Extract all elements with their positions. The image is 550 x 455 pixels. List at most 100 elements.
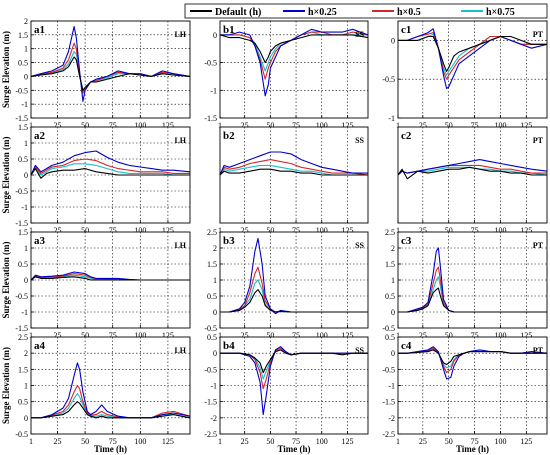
x-tick-label: 100	[316, 437, 328, 446]
y-tick-label: 1	[391, 276, 395, 285]
x-tick-label: 100	[134, 437, 146, 446]
y-tick-label: 1	[24, 45, 28, 54]
x-tick-label: 125	[341, 226, 353, 235]
y-axis-title: Surge Elevation (m)	[1, 31, 11, 108]
x-tick-label: 100	[316, 331, 328, 340]
y-tick-label: -2.5	[382, 430, 395, 439]
y-tick-label: -2	[210, 414, 217, 423]
legend: Default (h) h×0.25 h×0.5 h×0.75	[184, 3, 548, 19]
x-tick-label: 1	[218, 331, 222, 340]
series-line-2	[219, 159, 369, 176]
x-tick-label: 100	[134, 331, 146, 340]
station-label: PT	[533, 136, 544, 145]
panel-frame	[397, 126, 548, 224]
panel-bg	[398, 127, 547, 223]
y-tick-label: 2	[213, 244, 217, 253]
panel-label: a4	[34, 340, 46, 352]
y-tick-label: -2	[388, 414, 395, 423]
x-tick-label: 1	[396, 437, 400, 446]
station-label: SS	[355, 241, 364, 250]
y-tick-label: 0	[391, 36, 395, 45]
x-tick-label: 1	[29, 437, 33, 446]
y-tick-label: -0.5	[15, 86, 28, 95]
series-line-0	[30, 168, 190, 179]
x-tick-label: 1	[29, 331, 33, 340]
x-tick-label: 50	[81, 331, 89, 340]
series-line-0	[220, 289, 368, 313]
x-tick-label: 125	[520, 226, 532, 235]
station-label: LH	[174, 30, 186, 39]
panel-frame	[30, 20, 191, 119]
x-tick-label: 50	[445, 331, 453, 340]
x-tick-label: 25	[241, 331, 249, 340]
y-tick-label: -1	[21, 100, 28, 109]
x-tick-label: 125	[520, 121, 532, 130]
station-label: PT	[533, 241, 544, 250]
legend-box	[184, 3, 548, 19]
station-label: LH	[174, 346, 186, 355]
y-tick-label: -1.5	[15, 219, 28, 228]
x-tick-label: 25	[419, 121, 427, 130]
series-line-0	[30, 56, 191, 91]
x-tick-label: 50	[445, 226, 453, 235]
x-tick-label: 50	[81, 226, 89, 235]
y-axis-title: Surge Elevation (m)	[1, 137, 11, 214]
x-tick-label: 50	[266, 226, 274, 235]
x-tick-label: 75	[292, 226, 300, 235]
x-tick-label: 75	[109, 331, 117, 340]
x-tick-label: 75	[109, 226, 117, 235]
y-tick-label: -1	[210, 382, 217, 391]
panel-frame	[219, 126, 369, 224]
x-axis-title: Time (h)	[94, 444, 127, 454]
series-line-1	[397, 159, 548, 176]
series-line-0	[220, 349, 368, 374]
series-line-2	[30, 158, 190, 176]
panel-frame	[30, 126, 191, 224]
panel-frame	[219, 231, 369, 329]
x-tick-label: 25	[241, 121, 249, 130]
y-tick-label: -1	[210, 86, 217, 95]
y-tick-label: 0	[24, 171, 28, 180]
y-tick-label: -0.5	[382, 324, 395, 333]
y-tick-label: -0.5	[204, 324, 217, 333]
x-tick-label: 75	[109, 437, 117, 446]
y-tick-label: 1.5	[18, 123, 28, 132]
y-tick-label: -1	[21, 308, 28, 317]
y-tick-label: -1.5	[204, 398, 217, 407]
series-line-1	[398, 28, 548, 90]
y-tick-label: -0.5	[382, 365, 395, 374]
station-label: SS	[355, 136, 364, 145]
station-label: SS	[355, 346, 364, 355]
x-axis-title: Time (h)	[277, 444, 310, 454]
y-tick-label: 0.5	[18, 260, 28, 269]
y-tick-label: 2.5	[18, 333, 28, 342]
x-tick-label: 75	[109, 121, 117, 130]
y-tick-label: 0	[24, 414, 28, 423]
x-tick-label: 1	[218, 437, 222, 446]
x-tick-label: 125	[162, 331, 174, 340]
x-tick-label: 25	[419, 437, 427, 446]
x-tick-label: 75	[292, 121, 300, 130]
y-tick-label: 0	[213, 349, 217, 358]
panel-b1: 1 25 50 75 100 125-1.5-1-0.50 b1 SS	[204, 20, 369, 130]
x-tick-label: 100	[316, 121, 328, 130]
y-tick-label: 1.5	[385, 260, 395, 269]
y-tick-label: -1	[388, 114, 395, 123]
x-tick-label: 100	[494, 121, 506, 130]
legend-label-1: h×0.25	[308, 7, 337, 18]
y-tick-label: 2.5	[385, 228, 395, 237]
panel-label: a2	[34, 130, 46, 142]
y-axis-title: Surge Elevation (m)	[1, 242, 11, 319]
y-tick-label: 1	[24, 139, 28, 148]
x-axis-labels: Time (h) Time (h) Time (h)	[94, 444, 489, 454]
x-tick-label: 1	[29, 226, 33, 235]
series-line-1	[30, 150, 191, 176]
series-line-0	[397, 166, 547, 180]
series-line-1	[220, 28, 369, 97]
x-tick-label: 100	[494, 226, 506, 235]
panel-b3: 1 25 50 75 100 125-0.500.511.522.5b3 SS	[204, 228, 369, 340]
y-tick-label: -0.5	[15, 430, 28, 439]
